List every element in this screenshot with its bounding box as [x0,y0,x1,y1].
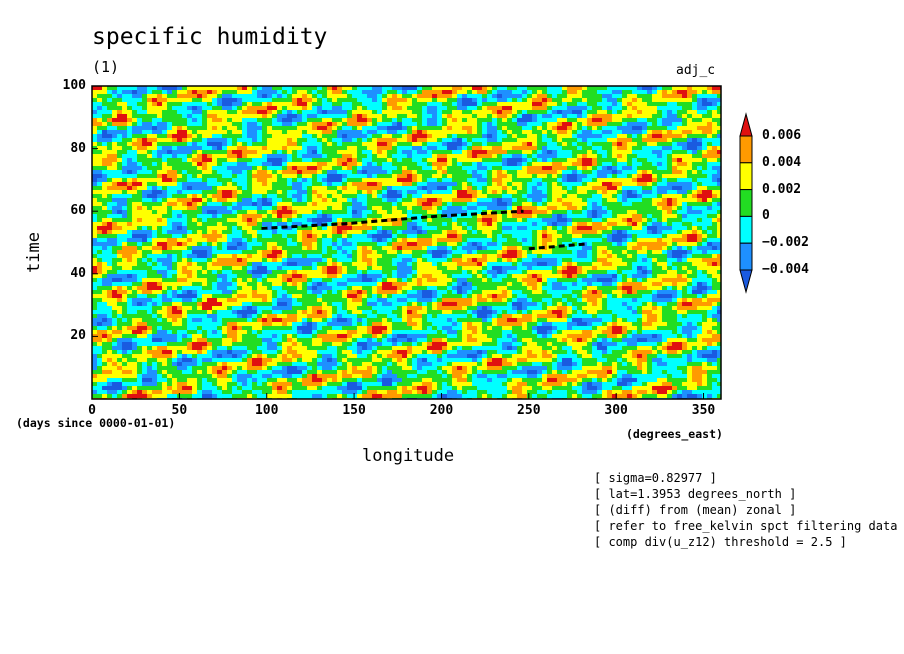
colorbar-box [739,162,753,191]
run-label: adj_c [676,63,716,78]
tracked-lines [261,209,585,251]
x-tick-label: 50 [171,403,188,418]
colorbar-box [739,215,753,244]
colorbar [739,112,753,294]
note-line: [ sigma=0.82977 ] [594,471,717,485]
note-line: [ lat=1.3953 degrees_north ] [594,487,797,501]
colorbar-level-label: −0.004 [762,262,809,277]
tracked-line-1 [261,209,524,230]
x-tick-label: 150 [342,403,366,418]
colorbar-level-label: 0.002 [762,181,802,197]
x-tick-label: 250 [517,403,541,418]
colorbar-bottom-arrow [739,269,753,294]
x-unit-label: (degrees_east) [626,427,723,441]
y-tick-label: 100 [62,78,86,93]
chart-title: specific humidity [92,24,328,50]
x-tick-label: 200 [429,403,454,418]
colorbar-top-arrow [739,112,753,137]
y-tick-label: 60 [70,203,86,219]
colorbar-level-label: 0.006 [762,128,802,143]
colorbar-box [739,189,753,217]
axis-ticks [91,85,705,399]
x-axis-label: longitude [362,446,455,466]
note-line: [ refer to free_kelvin spct filtering da… [594,519,904,533]
x-tick-label: 100 [254,403,279,418]
plot-frame [91,85,722,400]
chart-subtitle: (1) [92,58,120,76]
note-line: [ comp div(u_z12) threshold = 2.5 ] [594,535,847,549]
x-tick-label: 350 [691,403,716,418]
y-tick-label: 20 [70,328,86,344]
colorbar-level-label: −0.002 [762,235,809,251]
y-unit-label: (days since 0000-01-01) [16,416,176,430]
x-tick-label: 0 [88,403,96,418]
colorbar-level-label: 0 [762,208,770,224]
colorbar-level-label: 0.004 [762,154,802,170]
colorbar-box [739,242,753,271]
note-line: [ (diff) from (mean) zonal ] [594,503,797,517]
y-tick-label: 40 [70,265,86,281]
notes-block: [ sigma=0.82977 ] [ lat=1.3953 degrees_n… [594,470,904,550]
y-axis-label: time [24,232,44,273]
x-tick-label: 300 [604,403,628,418]
colorbar-box [739,135,753,164]
humidity-field [92,86,721,399]
y-tick-label: 80 [70,140,86,156]
